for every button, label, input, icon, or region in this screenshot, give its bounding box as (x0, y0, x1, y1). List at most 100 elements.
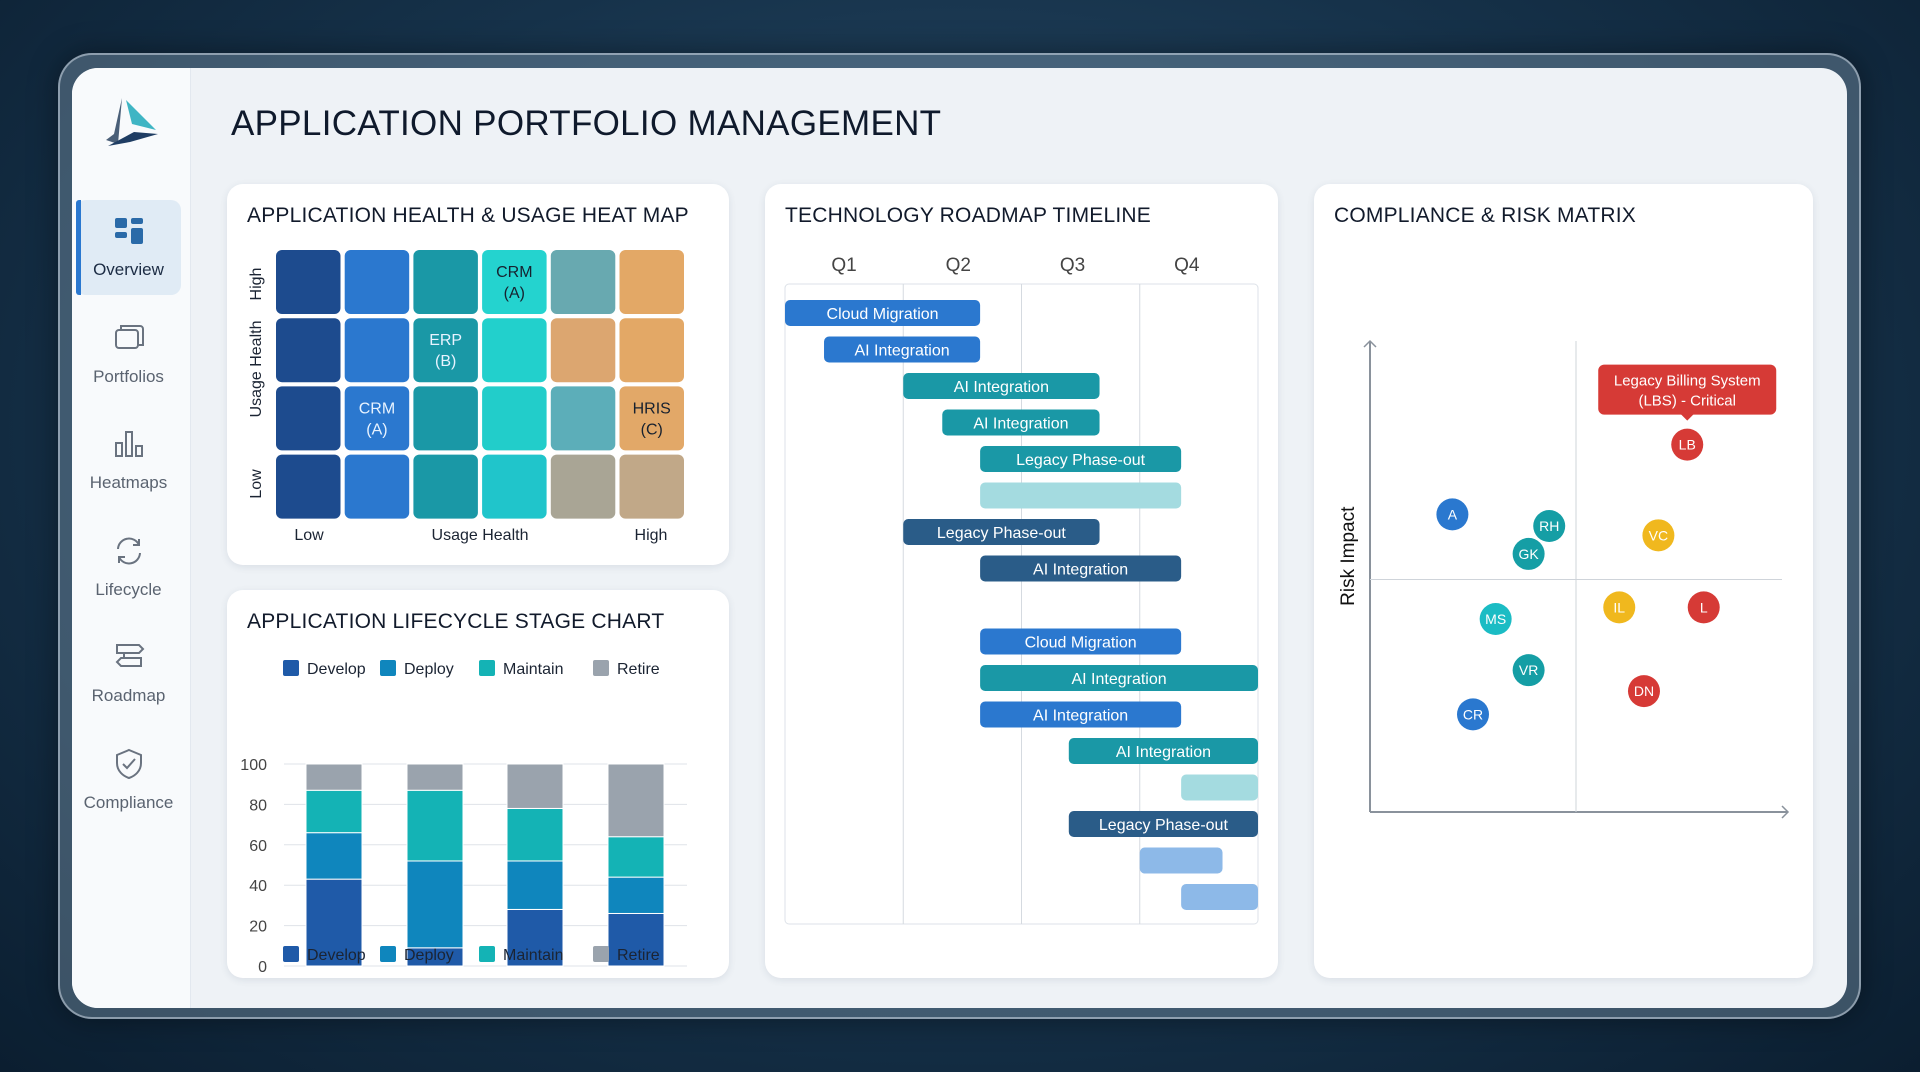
sidebar: Overview Portfolios Heatmaps Lifecycle Roadm… (72, 68, 191, 1008)
risk-point-label: VR (1519, 662, 1538, 678)
folders-icon (115, 324, 144, 349)
page-title: APPLICATION PORTFOLIO MANAGEMENT (231, 104, 942, 143)
risk-point-dn (1627, 675, 1660, 708)
roadmap-bar (942, 409, 1100, 436)
roadmap-bar (980, 446, 1182, 472)
risk-title: COMPLIANCE & RISK MATRIX (1334, 204, 1636, 227)
risk-point-a (1436, 498, 1469, 531)
y-tick-label: 100 (240, 757, 267, 774)
risk-point-label: GK (1519, 546, 1540, 562)
roadmap-bar (903, 373, 1100, 399)
sidebar-item-roadmap[interactable]: Roadmap (76, 626, 181, 721)
heatmap-cell (482, 386, 547, 451)
x-tick-label: Group A (305, 977, 364, 978)
shield-check-icon (116, 748, 142, 779)
sidebar-item-heatmaps[interactable]: Heatmaps (76, 413, 181, 508)
heatmap-cell (413, 318, 478, 383)
roadmap-bar-label: Cloud Migration (827, 306, 939, 323)
legend-label: Maintain (503, 947, 563, 964)
roadmap-bar (1068, 811, 1258, 837)
x-tick-label: Group D (606, 977, 666, 978)
heatmap-cell (413, 250, 478, 314)
heatmap-cell (344, 250, 410, 314)
risk-point-rh (1533, 510, 1566, 543)
heatmap-x-label: Low (294, 527, 324, 544)
callout-line1: Legacy Billing System (1614, 373, 1761, 390)
risk-point-gk (1512, 537, 1545, 570)
roadmap-bar (980, 701, 1182, 728)
roadmap-bar (1181, 774, 1258, 801)
bar-segment-maintain (305, 789, 363, 834)
risk-point-label: VC (1649, 527, 1668, 543)
heatmap-cell (619, 454, 684, 519)
roadmap-bar-label: Legacy Phase-out (1016, 452, 1146, 469)
risk-point-vr (1512, 654, 1545, 687)
heatmap-cell (413, 454, 478, 519)
legend-swatch (593, 660, 609, 676)
roadmap-bar (785, 300, 981, 326)
heatmap-card: APPLICATION HEALTH & USAGE HEAT MAP CRM (… (227, 184, 729, 565)
y-tick-label: 80 (249, 797, 267, 814)
app-logo (106, 98, 158, 146)
roadmap-bar-label: AI Integration (1033, 562, 1128, 579)
roadmap-bar (1139, 847, 1223, 874)
risk-matrix-chart: Compliance GapRisk ImpactLBARHVCGKMSILLV… (1338, 339, 1790, 819)
roadmap-title: TECHNOLOGY ROADMAP TIMELINE (785, 204, 1151, 227)
y-axis-label: Risk Impact (1338, 506, 1359, 606)
legend-label: Retire (617, 947, 660, 964)
heatmap-cell (344, 386, 410, 451)
sidebar-item-lifecycle[interactable]: Lifecycle (76, 520, 181, 615)
legend-swatch (479, 946, 495, 962)
x-axis-arrow-icon (1781, 805, 1790, 819)
sidebar-item-overview[interactable]: Overview (76, 200, 181, 295)
quarter-label: Q3 (1060, 255, 1085, 276)
heatmap-cell (482, 454, 547, 519)
sidebar-item-portfolios[interactable]: Portfolios (76, 307, 181, 402)
heatmap-cell-label: CRM (359, 400, 395, 417)
roadmap-bar (980, 665, 1258, 691)
risk-point-label: L (1700, 599, 1708, 615)
risk-point-label: A (1448, 506, 1458, 522)
bar-segment-retire (607, 763, 665, 838)
x-tick-label: Group B (405, 977, 465, 978)
heatmap-cell-label: (C) (641, 421, 663, 438)
heatmap-cell (482, 318, 547, 383)
heatmap-cell (550, 454, 616, 519)
heatmap-cell (619, 250, 684, 314)
roadmap-bar (1181, 884, 1258, 910)
signpost-icon (115, 644, 145, 667)
heatmap-y-label: Usage Health (248, 321, 265, 418)
risk-point-l (1687, 591, 1720, 624)
bar-segment-retire (305, 763, 363, 791)
y-axis-arrow-icon (1363, 339, 1377, 348)
bar-segment-deploy (506, 860, 564, 910)
heatmap-y-label: Low (248, 469, 265, 499)
lifecycle-title: APPLICATION LIFECYCLE STAGE CHART (247, 610, 665, 633)
bar-segment-deploy (607, 876, 665, 914)
legend-label: Deploy (404, 947, 454, 964)
sidebar-item-compliance[interactable]: Compliance (76, 733, 181, 828)
risk-point-vc (1642, 519, 1675, 552)
heatmap-chart: CRM (A) ERP (B) CRM (A) HRIS (C) High Usage Healt… (248, 250, 684, 544)
heatmap-x-label: High (635, 527, 668, 544)
heatmap-cell (619, 386, 684, 451)
roadmap-bar-label: AI Integration (854, 343, 949, 360)
y-tick-label: 20 (249, 919, 267, 936)
bar-segment-retire (506, 763, 564, 809)
legend-swatch (380, 946, 396, 962)
roadmap-bar-label: AI Integration (1033, 708, 1128, 725)
heatmap-cell (482, 250, 547, 314)
bar-chart-icon (115, 431, 143, 457)
legend-label: Maintain (503, 661, 563, 678)
heatmap-cell (276, 318, 341, 383)
roadmap-bar (824, 336, 981, 363)
roadmap-bar-label: Legacy Phase-out (1099, 817, 1229, 834)
roadmap-bar-label: AI Integration (1071, 671, 1166, 688)
legend-label: Develop (307, 661, 366, 678)
lifecycle-chart: 0 20 40 60 80 100 Group A Group B Group C Group D… (240, 660, 687, 978)
heatmap-cell-label: CRM (496, 264, 532, 281)
heatmap-cell-label: ERP (429, 332, 462, 349)
bar-segment-retire (406, 763, 464, 791)
y-tick-label: 0 (258, 959, 267, 976)
legend-swatch (283, 946, 299, 962)
